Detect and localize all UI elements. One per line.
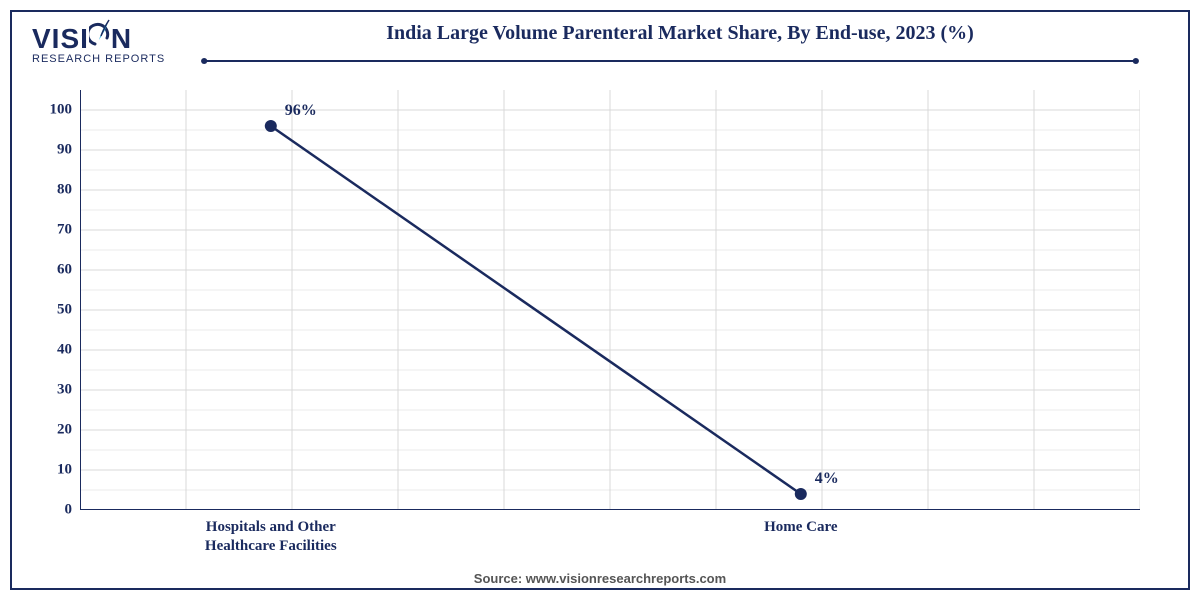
y-axis-tick-label: 50 xyxy=(57,302,72,319)
chart-plot-area: 0102030405060708090100Hospitals and Othe… xyxy=(80,80,1140,510)
title-underline xyxy=(200,58,1140,64)
logo-subtext: RESEARCH REPORTS xyxy=(32,53,192,65)
y-axis-tick-label: 70 xyxy=(57,222,72,239)
logo-text-right: N xyxy=(111,23,132,55)
y-axis-tick-label: 40 xyxy=(57,342,72,359)
x-axis-category-label: Hospitals and Other Healthcare Facilitie… xyxy=(161,518,381,556)
data-point-label: 4% xyxy=(815,470,839,488)
data-point-label: 96% xyxy=(285,102,317,120)
y-axis-tick-label: 30 xyxy=(57,382,72,399)
logo-wordmark: VISI N xyxy=(32,18,192,55)
y-axis-tick-label: 0 xyxy=(65,502,73,519)
y-axis-tick-label: 90 xyxy=(57,142,72,159)
brand-logo: VISI N RESEARCH REPORTS xyxy=(32,18,192,65)
y-axis-tick-label: 20 xyxy=(57,422,72,439)
y-axis-tick-label: 100 xyxy=(50,102,73,119)
y-axis-tick-label: 80 xyxy=(57,182,72,199)
x-axis-category-label: Home Care xyxy=(691,518,911,537)
logo-swoosh-icon xyxy=(89,18,111,46)
logo-text-left: VISI xyxy=(32,23,89,55)
chart-title: India Large Volume Parenteral Market Sha… xyxy=(200,22,1160,45)
y-axis-tick-label: 60 xyxy=(57,262,72,279)
chart-svg xyxy=(80,80,1140,510)
y-axis-tick-label: 10 xyxy=(57,462,72,479)
source-attribution: Source: www.visionresearchreports.com xyxy=(0,571,1200,586)
